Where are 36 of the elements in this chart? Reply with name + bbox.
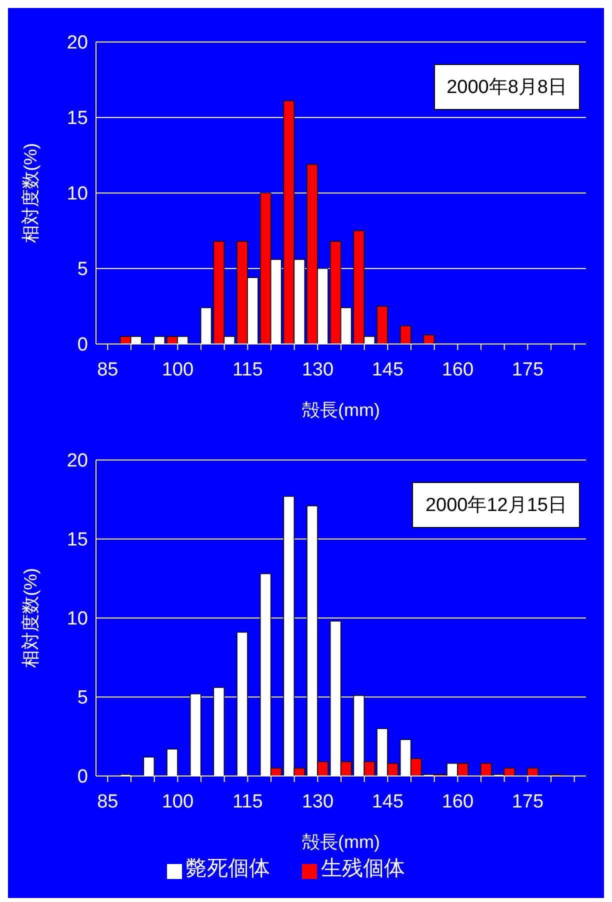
x-tick-label: 100 [162,359,194,380]
y-axis-title: 相対度数(%) [20,143,40,243]
x-tick-label: 115 [232,359,263,380]
y-axis-title: 相対度数(%) [20,568,40,668]
x-tick-label: 175 [512,791,544,812]
annotation: 2000年12月15日 [412,482,580,528]
legend-label: 斃死個体 [186,857,270,880]
x-tick-label: 130 [302,359,334,380]
bar [527,768,538,776]
x-tick-label: 130 [302,791,334,812]
bar [480,762,492,776]
x-axis-title: 殻長(mm) [302,400,380,420]
y-tick-label: 20 [66,450,88,472]
y-tick-label: 15 [66,108,88,130]
x-tick-label: 85 [97,359,118,380]
y-tick-label: 5 [77,259,88,280]
x-tick-label: 85 [97,791,118,812]
bar [423,334,435,344]
y-tick-label: 0 [77,766,88,788]
x-axis-title: 殻長(mm) [302,832,380,852]
y-tick-label: 5 [77,688,88,709]
bar [400,325,412,344]
x-tick-label: 145 [372,791,404,812]
annotation: 2000年8月8日 [434,64,580,110]
x-tick-label: 100 [162,791,194,812]
y-tick-label: 0 [77,334,88,356]
x-tick-label: 115 [232,791,263,812]
x-tick-label: 175 [512,359,544,380]
y-tick-label: 10 [66,184,88,205]
y-tick-label: 15 [66,530,88,551]
x-tick-label: 145 [372,359,404,380]
y-tick-label: 20 [66,32,88,54]
x-tick-label: 160 [442,359,474,380]
legend-label: 生残個体 [321,857,405,880]
y-tick-label: 10 [66,608,88,630]
x-tick-label: 160 [442,791,474,812]
